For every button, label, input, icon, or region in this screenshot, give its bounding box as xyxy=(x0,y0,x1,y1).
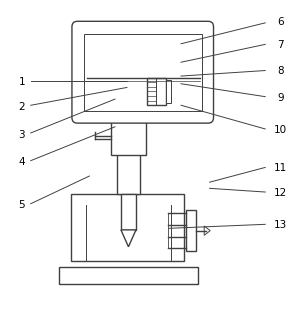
Text: 1: 1 xyxy=(18,77,25,87)
Bar xyxy=(121,194,136,230)
Text: 10: 10 xyxy=(274,125,287,135)
Polygon shape xyxy=(204,226,210,235)
Text: 8: 8 xyxy=(277,66,284,76)
Bar xyxy=(71,194,184,260)
Text: 7: 7 xyxy=(277,40,284,50)
Text: 2: 2 xyxy=(18,102,25,112)
Bar xyxy=(117,118,140,194)
Bar xyxy=(166,80,172,103)
Text: 9: 9 xyxy=(277,93,284,103)
Bar xyxy=(84,34,201,111)
Bar xyxy=(59,267,198,284)
Text: 13: 13 xyxy=(274,220,287,230)
Polygon shape xyxy=(121,230,136,247)
Text: 3: 3 xyxy=(18,129,25,139)
Text: 6: 6 xyxy=(277,17,284,27)
Bar xyxy=(111,119,146,154)
Text: 11: 11 xyxy=(274,163,287,173)
FancyBboxPatch shape xyxy=(72,21,214,123)
Text: 5: 5 xyxy=(18,200,25,210)
Text: 4: 4 xyxy=(18,157,25,167)
Bar xyxy=(186,210,196,252)
Text: 12: 12 xyxy=(274,188,287,198)
Bar xyxy=(147,78,166,105)
